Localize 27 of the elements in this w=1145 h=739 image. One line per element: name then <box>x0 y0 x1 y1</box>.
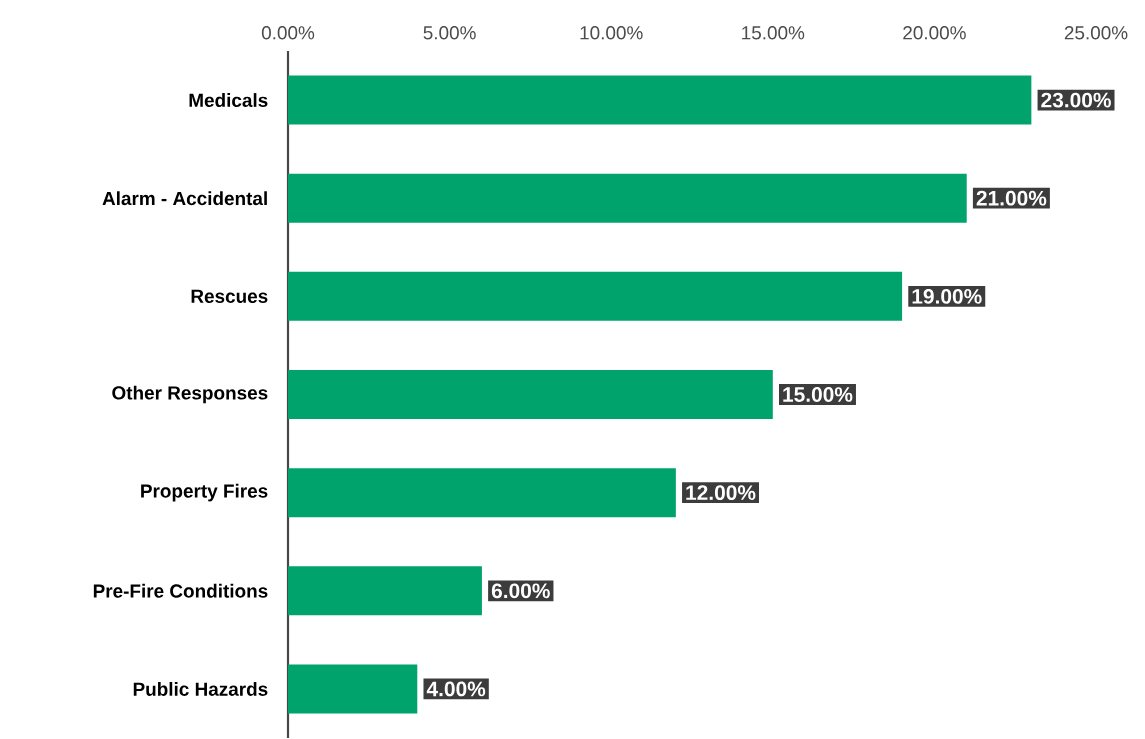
data-label: 23.00% <box>1041 92 1111 108</box>
y-tick-label: Other Responses <box>112 385 268 404</box>
y-tick-label: Medicals <box>189 93 268 107</box>
y-tick-label: Alarm - Accidental <box>102 191 267 206</box>
x-tick-label: 0.00% <box>261 26 315 40</box>
y-tick-label: Pre-Fire Conditions <box>93 583 268 598</box>
y-tick-label: Rescues <box>191 289 268 303</box>
x-tick-label: 5.00% <box>423 26 476 40</box>
data-label: 6.00% <box>491 583 550 599</box>
bar <box>288 173 967 223</box>
data-label: 19.00% <box>912 288 982 304</box>
x-tick-label: 20.00% <box>903 26 966 40</box>
data-label: 12.00% <box>686 485 756 500</box>
x-tick-label: 10.00% <box>580 26 643 40</box>
bar <box>288 75 1032 125</box>
x-tick-label: 15.00% <box>742 26 805 40</box>
bar <box>288 664 418 714</box>
bar <box>288 468 676 518</box>
y-tick-label: Public Hazards <box>133 681 268 696</box>
x-tick-label: 25.00% <box>1064 26 1128 40</box>
data-label: 15.00% <box>783 387 853 402</box>
bar <box>288 369 773 419</box>
bar <box>288 271 903 321</box>
data-label: 21.00% <box>976 190 1047 206</box>
bar <box>288 566 482 616</box>
data-label: 4.00% <box>426 681 486 697</box>
y-tick-label: Property Fires <box>141 483 268 502</box>
